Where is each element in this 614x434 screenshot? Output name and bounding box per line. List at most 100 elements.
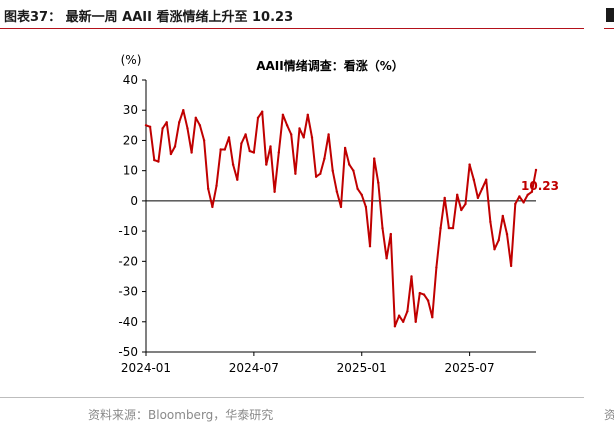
series-point — [389, 232, 392, 236]
series-point — [190, 151, 193, 154]
source-note: 资料来源：Bloomberg，华泰研究 — [88, 408, 274, 422]
series-point — [522, 201, 525, 204]
series-point — [277, 151, 280, 154]
series-point — [509, 264, 513, 268]
x-axis-ticks: 2024-01 2024-07 2025-01 2025-07 — [121, 352, 495, 375]
y-axis-unit-label: (%) — [121, 53, 142, 67]
source-divider — [0, 397, 584, 398]
series-point — [472, 178, 475, 181]
y-axis-ticks: 40 30 20 10 0 -10 -20 -30 -40 -50 — [118, 73, 146, 359]
series-point — [518, 195, 521, 198]
figure-title: 图表37： 最新一周 AAII 看涨情绪上升至 10.23 — [4, 10, 294, 25]
y-tick-label: -10 — [118, 224, 138, 238]
series-point — [402, 320, 405, 323]
series-point — [447, 226, 451, 230]
series-point — [406, 310, 409, 313]
series-point — [493, 248, 496, 251]
series-point — [298, 127, 301, 130]
series-point — [211, 205, 214, 209]
series-point — [377, 181, 380, 184]
series-point — [443, 196, 446, 200]
series-point — [485, 178, 488, 181]
x-tick-label: 2024-07 — [229, 361, 279, 375]
series-point — [435, 266, 438, 269]
series-point — [169, 152, 173, 156]
y-tick-label: 0 — [130, 194, 138, 208]
adjacent-panel-edge-mark — [606, 8, 614, 22]
latest-value-label: 10.23 — [521, 179, 559, 193]
series-point — [240, 142, 243, 145]
series-point — [514, 202, 517, 206]
series-point — [223, 148, 226, 151]
series-point — [269, 145, 272, 148]
series-point — [252, 151, 256, 154]
y-tick-label: 10 — [123, 164, 138, 178]
x-tick-label: 2025-01 — [337, 361, 387, 375]
chart-title: AAII情绪调查：看涨（%） — [256, 58, 404, 73]
series-point — [335, 190, 339, 193]
series-point — [310, 136, 314, 139]
y-tick-label: -40 — [118, 315, 138, 329]
series-point — [148, 125, 152, 128]
series-point — [319, 172, 322, 175]
series-point — [165, 121, 168, 124]
series-point — [505, 232, 509, 236]
series-point — [244, 133, 247, 136]
series-point — [314, 175, 318, 178]
series-point — [327, 133, 330, 136]
series-point — [530, 190, 534, 193]
x-tick-label: 2025-07 — [445, 361, 495, 375]
series-point — [385, 257, 388, 260]
series-point — [281, 113, 285, 117]
series-point — [368, 245, 372, 248]
y-tick-label: 20 — [123, 133, 138, 147]
series-point — [422, 293, 426, 296]
series-point — [534, 168, 538, 172]
series-point — [451, 226, 455, 230]
series-point — [219, 148, 222, 151]
series-point — [418, 291, 421, 295]
series-point — [323, 157, 326, 160]
series-point — [261, 110, 264, 113]
series-point — [256, 116, 260, 120]
series-point — [182, 109, 185, 112]
series-point — [352, 169, 355, 172]
series-point — [360, 193, 363, 196]
series-point — [456, 193, 459, 196]
series-points — [144, 109, 538, 328]
series-point — [373, 157, 376, 160]
series-point — [526, 193, 529, 196]
x-tick-label: 2024-01 — [121, 361, 171, 375]
series-point — [265, 163, 268, 166]
series-point — [348, 163, 351, 166]
series-point — [460, 208, 463, 212]
series-point — [227, 136, 231, 139]
series-point — [294, 172, 297, 175]
series-point — [489, 220, 492, 224]
series-point — [343, 146, 347, 150]
series-point — [431, 316, 434, 319]
series-point — [302, 136, 305, 139]
series-point — [439, 226, 442, 230]
series-point — [306, 113, 309, 117]
series-point — [178, 121, 181, 124]
series-point — [468, 163, 471, 166]
series-point — [273, 190, 276, 193]
series-point — [497, 239, 500, 242]
series-point — [215, 184, 218, 187]
series-point — [410, 275, 413, 278]
series-point — [331, 169, 334, 172]
series-point — [476, 196, 480, 200]
y-tick-label: 40 — [123, 73, 138, 87]
series-point — [207, 187, 210, 190]
series-point — [161, 127, 164, 130]
series-point — [464, 202, 467, 206]
adjacent-panel-divider — [604, 28, 614, 29]
series-point — [397, 314, 401, 317]
y-tick-label: -20 — [118, 254, 138, 268]
series-point — [285, 124, 289, 127]
title-divider — [0, 28, 584, 29]
series-point — [153, 158, 156, 162]
y-tick-label: -50 — [118, 345, 138, 359]
